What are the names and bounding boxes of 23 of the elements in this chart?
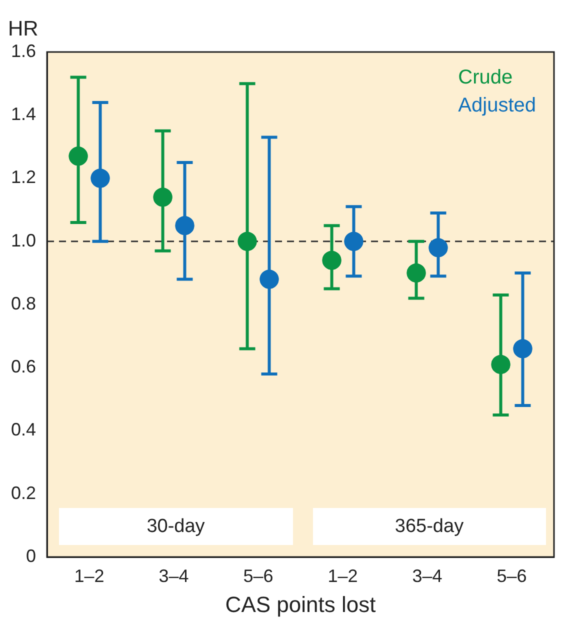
y-axis-title: HR	[8, 17, 38, 40]
y-tick-label: 0	[26, 546, 36, 566]
x-tick-label: 1–2	[328, 566, 358, 586]
y-tick-label: 1.0	[10, 230, 36, 250]
text: Crude	[458, 66, 513, 89]
x-tick-label: 1–2	[74, 566, 104, 586]
text: Adjusted	[458, 94, 536, 117]
y-tick-label: 0.2	[10, 482, 36, 503]
y-tick-label: 0.6	[10, 356, 36, 377]
annotation: 30-day	[146, 516, 205, 538]
x-tick-label: 3–4	[158, 566, 189, 586]
y-tick-label: 1.4	[10, 104, 36, 124]
y-tick-label: 0.8	[10, 293, 36, 314]
annotation: 365-day	[394, 516, 464, 538]
label-box: 365-day	[312, 508, 546, 545]
label-box: 30-day	[59, 508, 292, 545]
x-tick-label: 3–4	[412, 566, 442, 586]
x-tick-label: 5–6	[243, 566, 274, 586]
y-tick-label: 0.4	[10, 420, 36, 440]
x-axis-title: CAS points lost	[225, 592, 376, 617]
y-tick-label: 1.6	[10, 40, 36, 61]
x-tick-label: 5–6	[496, 566, 527, 586]
y-tick-label: 1.2	[10, 167, 36, 188]
